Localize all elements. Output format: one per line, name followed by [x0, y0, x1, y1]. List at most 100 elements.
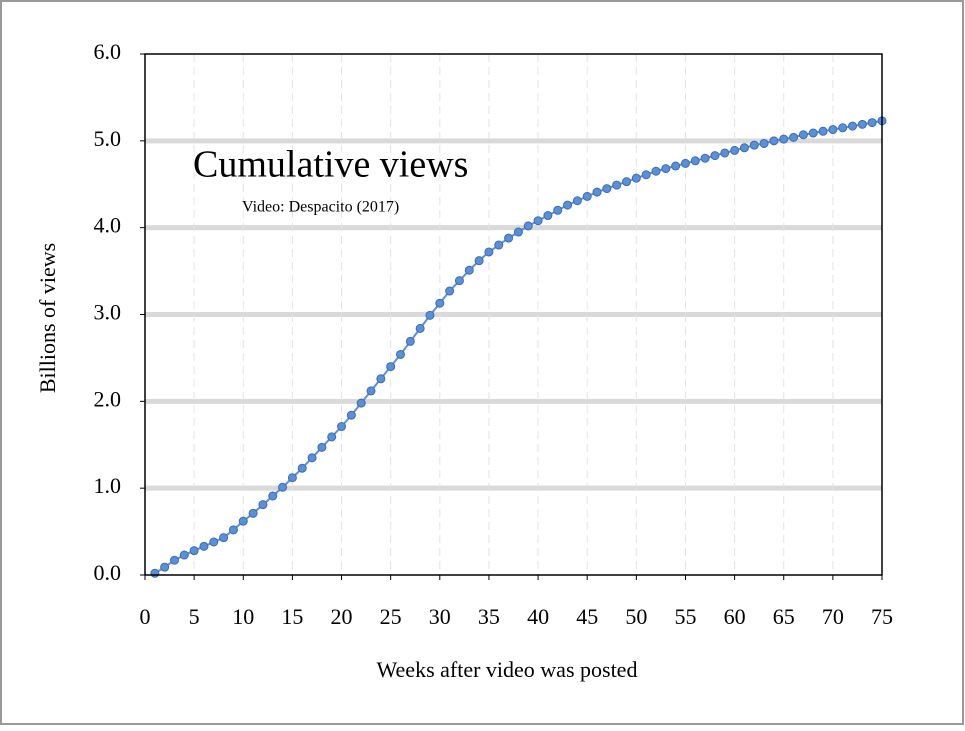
data-point [268, 491, 278, 501]
chart-title: Cumulative views [193, 144, 468, 186]
data-point [700, 153, 710, 163]
data-point [415, 323, 425, 333]
data-point [425, 310, 435, 320]
y-tick-label: 6.0 [94, 39, 122, 64]
x-tick-label: 60 [724, 604, 746, 629]
data-point [759, 138, 769, 148]
data-point [710, 151, 720, 161]
y-tick-label: 3.0 [94, 300, 122, 325]
data-point [523, 221, 533, 231]
data-point [317, 442, 327, 452]
data-point [612, 180, 622, 190]
x-tick-label: 55 [674, 604, 696, 629]
data-point [160, 562, 170, 572]
y-tick-label: 1.0 [94, 473, 122, 498]
data-point [602, 184, 612, 194]
data-point [454, 276, 464, 286]
data-point [543, 211, 553, 221]
data-point [405, 336, 415, 346]
data-point [228, 525, 238, 535]
data-point [720, 148, 730, 158]
data-point [769, 136, 779, 146]
x-tick-label: 50 [625, 604, 647, 629]
x-tick-label: 0 [140, 604, 151, 629]
data-point [150, 568, 160, 578]
data-point [789, 132, 799, 142]
x-tick-label: 70 [822, 604, 844, 629]
data-point [386, 362, 396, 372]
data-point [680, 158, 690, 168]
data-point [337, 422, 347, 432]
data-point [641, 170, 651, 180]
data-point [739, 143, 749, 153]
data-point [671, 161, 681, 171]
x-tick-label: 10 [232, 604, 254, 629]
data-point [730, 145, 740, 155]
data-point [582, 191, 592, 201]
data-point [838, 123, 848, 133]
x-tick-label: 35 [478, 604, 500, 629]
data-point [867, 118, 877, 128]
x-tick-label: 65 [773, 604, 795, 629]
data-point [395, 349, 405, 359]
data-point [798, 130, 808, 140]
x-tick-label: 20 [331, 604, 353, 629]
data-point [592, 187, 602, 197]
data-point [494, 240, 504, 250]
data-point [857, 119, 867, 129]
data-point [818, 126, 828, 136]
data-point [366, 386, 376, 396]
data-point [297, 463, 307, 473]
data-point [848, 121, 858, 131]
data-point [563, 200, 573, 210]
y-tick-label: 2.0 [94, 386, 122, 411]
data-point [464, 265, 474, 275]
x-tick-label: 15 [281, 604, 303, 629]
data-point [779, 134, 789, 144]
data-point [435, 298, 445, 308]
x-axis-label: Weeks after video was posted [377, 657, 638, 682]
x-tick-label: 40 [527, 604, 549, 629]
data-point [179, 550, 189, 560]
data-point [278, 482, 288, 492]
data-point [376, 374, 386, 384]
data-point [808, 128, 818, 138]
y-tick-label: 5.0 [94, 126, 122, 151]
x-tick-label: 45 [576, 604, 598, 629]
data-point [219, 533, 229, 543]
data-point [445, 286, 455, 296]
data-point [474, 256, 484, 266]
chart-subtitle: Video: Despacito (2017) [242, 199, 399, 216]
data-point [690, 156, 700, 166]
data-point [307, 453, 317, 463]
x-tick-label: 75 [871, 604, 893, 629]
data-point [238, 516, 248, 526]
data-point [631, 173, 641, 183]
data-point [189, 546, 199, 556]
data-point [513, 227, 523, 237]
data-point [828, 125, 838, 135]
y-axis-label: Billions of views [35, 243, 60, 393]
data-point [572, 196, 582, 206]
data-point [327, 432, 337, 442]
y-tick-label: 0.0 [94, 560, 122, 585]
x-tick-label: 30 [429, 604, 451, 629]
y-tick-label: 4.0 [94, 213, 122, 238]
data-point [553, 205, 563, 215]
data-point [346, 410, 356, 420]
data-point [169, 555, 179, 565]
data-point [484, 247, 494, 257]
data-point [209, 537, 219, 547]
data-point [258, 500, 268, 510]
plot [150, 116, 887, 578]
data-point [199, 541, 209, 551]
data-point [356, 398, 366, 408]
data-point [651, 166, 661, 176]
x-tick-label: 25 [380, 604, 402, 629]
plot-border [144, 53, 883, 576]
grid [145, 54, 882, 575]
data-point [749, 140, 759, 150]
